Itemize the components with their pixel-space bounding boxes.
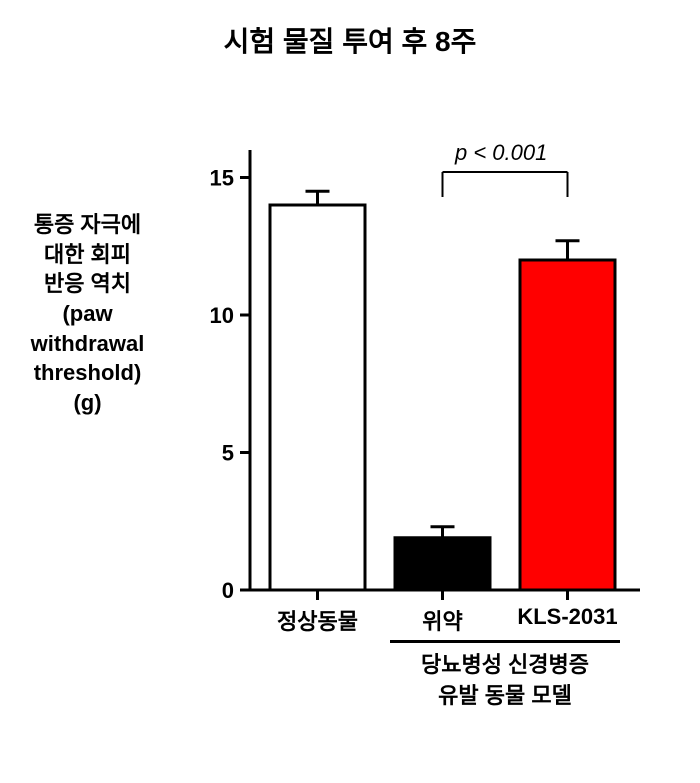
- svg-text:10: 10: [210, 303, 234, 328]
- chart-svg: 0 5 10 15: [210, 130, 640, 630]
- svg-text:5: 5: [222, 441, 234, 466]
- p-value-annotation: p < 0.001: [455, 140, 547, 166]
- chart-plot-area: 0 5 10 15: [210, 130, 640, 630]
- x-tick-label: 정상동물: [258, 604, 378, 636]
- chart-title: 시험 물질 투여 후 8주: [0, 20, 700, 60]
- svg-text:15: 15: [210, 166, 234, 191]
- x-tick-label: 위약: [383, 604, 503, 636]
- svg-text:0: 0: [222, 578, 234, 603]
- x-tick-label: KLS-2031: [508, 604, 628, 630]
- group-bracket-label: 당뇨병성 신경병증유발 동물 모델: [360, 650, 650, 712]
- y-axis-label: 통증 자극에대한 회피반응 역치(pawwithdrawalthreshold)…: [5, 210, 170, 418]
- group-bracket-line: [390, 640, 620, 643]
